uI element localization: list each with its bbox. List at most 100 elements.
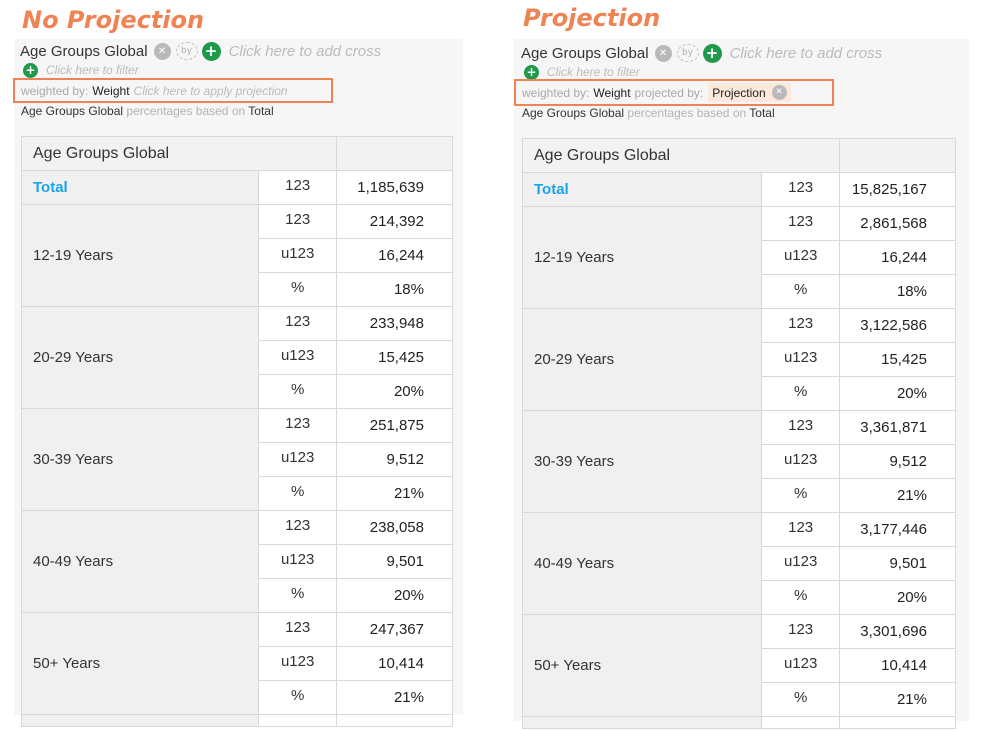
table-row: u123 16,244 [523,240,956,275]
value-cell: 21% [839,682,956,717]
stat-cell: % [761,274,841,309]
add-cross-hint[interactable]: Click here to add cross [729,44,883,62]
percentages-based-line: Age Groups Global percentages based on T… [21,104,274,118]
total-label[interactable]: Total [20,170,260,205]
table-row: 30-39 Years 123 3,361,871 [521,410,956,513]
group-label[interactable]: 12-19 Years [20,204,260,307]
stat-cell: 123 [258,612,338,647]
value-cell: 9,501 [336,544,453,579]
value-cell: 233,948 [336,306,453,341]
value-cell: 2,861,568 [839,206,956,241]
stat-cell: u123 [761,648,841,683]
add-filter-icon[interactable]: + [524,64,539,80]
group-label[interactable]: 40-49 Years [521,512,763,615]
value-cell: 20% [336,578,453,613]
table-row-partial [521,716,956,729]
panel-heading: Projection [523,4,661,32]
value-cell: 16,244 [839,240,956,275]
group-label[interactable]: 20-29 Years [521,308,763,411]
stat-cell: 123 [258,408,338,443]
stat-cell: 123 [761,206,841,241]
weight-value[interactable]: Weight [92,83,130,98]
value-cell: 20% [839,376,956,411]
filter-hint[interactable]: Click here to filter [547,65,640,79]
table-row: 20-29 Years 123 3,122,586 [521,308,956,411]
table-row: u123 9,501 [523,546,956,581]
header-empty-cell [336,136,453,171]
value-cell: 20% [839,580,956,615]
stat-cell: 123 [258,306,338,341]
header-empty-cell [839,138,956,173]
based-value[interactable]: Total [749,106,775,120]
group-label[interactable]: 12-19 Years [521,206,763,309]
value-cell: 3,301,696 [839,614,956,649]
by-icon[interactable]: by [676,44,699,62]
group-label[interactable]: 20-29 Years [20,306,260,409]
stat-cell: u123 [258,442,338,477]
remove-icon[interactable]: ✕ [153,42,171,60]
table-row: u123 10,414 [22,646,453,681]
based-dimension: Age Groups Global [522,106,625,120]
stat-cell: % [258,374,338,409]
table-row: % 20% [22,374,453,409]
based-value[interactable]: Total [248,104,274,118]
value-cell: 3,177,446 [839,512,956,547]
dimension-title[interactable]: Age Groups Global [521,44,649,62]
table-header: Age Groups Global [20,136,338,171]
dimension-row: Age Groups Global ✕ by + Click here to a… [20,41,381,61]
value-cell: 3,122,586 [839,308,956,343]
table-row: 12-19 Years 123 214,392 [20,204,453,307]
add-cross-hint[interactable]: Click here to add cross [228,42,382,60]
table-row: 40-49 Years 123 238,058 [20,510,453,613]
stat-cell: % [761,682,841,717]
value-cell: 16,244 [336,238,453,273]
by-icon[interactable]: by [175,42,198,60]
group-label[interactable]: 30-39 Years [20,408,260,511]
table-header-row: Age Groups Global [521,138,956,173]
table-row: % 20% [523,580,956,615]
table-row: % 20% [22,578,453,613]
stat-cell: % [258,578,338,613]
table-row: u123 9,512 [523,444,956,479]
dimension-row: Age Groups Global ✕ by + Click here to a… [521,43,882,63]
stat-cell: 123 [761,410,841,445]
remove-projection-icon[interactable]: ✕ [771,85,787,100]
add-icon[interactable]: + [201,41,221,61]
projection-chip[interactable]: Projection ✕ [708,83,791,102]
weighting-bar: weighted by: Weight Click here to apply … [13,78,333,103]
add-icon[interactable]: + [702,43,722,63]
projected-by-label: projected by: [634,85,704,100]
add-filter-icon[interactable]: + [23,62,38,78]
value-cell: 18% [839,274,956,309]
remove-icon[interactable]: ✕ [654,44,672,62]
value-cell: 15,825,167 [839,172,956,207]
table-row: u123 15,425 [22,340,453,375]
group-label[interactable]: 50+ Years [521,614,763,717]
table-row: 30-39 Years 123 251,875 [20,408,453,511]
stat-cell: 123 [761,308,841,343]
filter-hint[interactable]: Click here to filter [46,63,139,77]
apply-projection-hint[interactable]: Click here to apply projection [133,83,288,98]
table-row: Total 123 15,825,167 [521,172,956,207]
group-label[interactable]: 30-39 Years [521,410,763,513]
weighting-bar: weighted by: Weight projected by: Projec… [514,79,834,106]
panel-heading: No Projection [22,6,205,34]
group-label[interactable]: 50+ Years [20,612,260,715]
total-label[interactable]: Total [521,172,763,207]
group-label[interactable]: 40-49 Years [20,510,260,613]
stat-cell: 123 [761,614,841,649]
percentages-based-line: Age Groups Global percentages based on T… [522,106,775,120]
stat-cell: u123 [761,546,841,581]
table-row: 20-29 Years 123 233,948 [20,306,453,409]
table-row-partial [20,714,453,727]
table-row: u123 9,501 [22,544,453,579]
value-cell: 9,512 [839,444,956,479]
weight-value[interactable]: Weight [593,85,631,100]
table-row: % 21% [22,476,453,511]
dimension-title[interactable]: Age Groups Global [20,42,148,60]
table-header-row: Age Groups Global [20,136,453,171]
value-cell: 10,414 [336,646,453,681]
filter-row: + Click here to filter [524,64,640,80]
crosstab-table: Age Groups Global Total 123 15,825,167 1… [521,138,956,729]
table-row: 40-49 Years 123 3,177,446 [521,512,956,615]
